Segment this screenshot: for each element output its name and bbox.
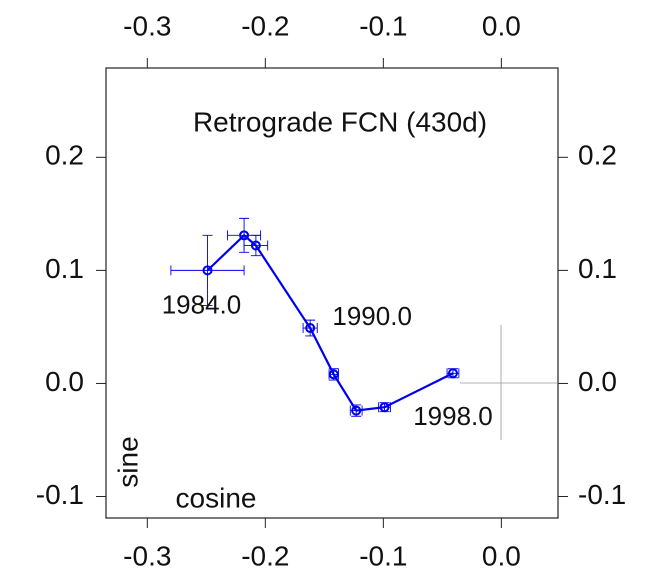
y-tick-label: 0.0 [45,366,84,397]
point-annotation: 1990.0 [332,301,412,331]
y-tick-label: -0.1 [578,479,626,510]
y-tick-label: 0.1 [45,253,84,284]
y-tick-label: 0.2 [578,140,617,171]
y-error-bar [202,234,213,306]
data-point [447,368,458,379]
data-point [351,405,362,416]
data-point [379,402,390,413]
chart-title: Retrograde FCN (430d) [193,106,487,137]
y-tick-label: 0.0 [578,366,617,397]
x-tick-label: -0.2 [241,10,289,41]
plot-frame [105,67,559,519]
data-point [239,230,250,241]
y-tick-label: -0.1 [36,479,84,510]
data-point [250,240,261,251]
x-tick-label: -0.3 [123,540,171,571]
x-tick-label: -0.1 [359,10,407,41]
x-tick-label: -0.1 [359,540,407,571]
x-tick-label: 0.0 [482,540,521,571]
x-axis-label: cosine [176,482,257,513]
x-tick-label: -0.2 [241,540,289,571]
y-tick-label: 0.1 [578,253,617,284]
y-tick-label: 0.2 [45,140,84,171]
y-axis-label: sine [112,436,143,487]
point-annotation: 1984.0 [162,289,242,319]
y-error-bar [250,234,261,257]
y-error-bar [305,319,316,337]
x-tick-label: 0.0 [482,10,521,41]
point-annotation: 1998.0 [413,401,493,431]
data-point [305,323,316,334]
series-line [206,233,454,412]
data-point [328,369,339,380]
x-tick-label: -0.3 [123,10,171,41]
data-point [202,265,213,276]
